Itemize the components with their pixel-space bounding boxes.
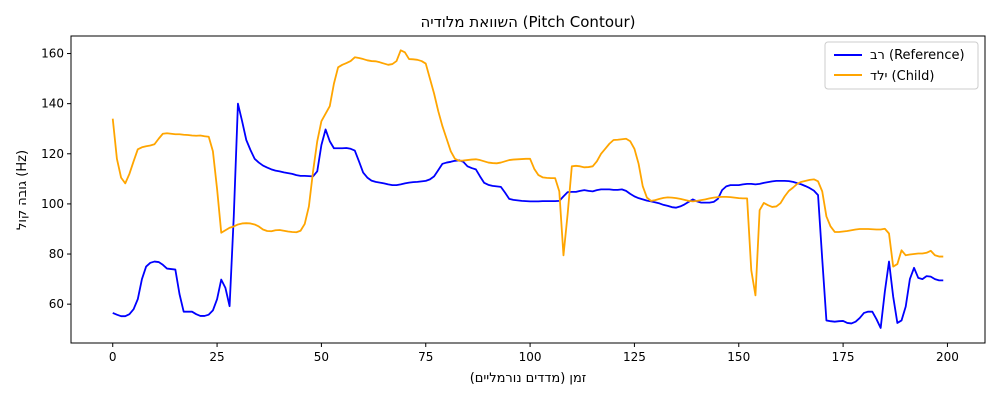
legend-label-child: ילד (Child): [870, 69, 934, 84]
legend: רב (Reference) ילד (Child): [824, 41, 979, 90]
x-tick-label: 25: [209, 350, 224, 364]
y-tick-label: 120: [41, 147, 64, 161]
x-tick-label: 50: [314, 350, 329, 364]
plot-lines: [111, 49, 944, 329]
y-axis-ticks: 60 80 100 120 140 160: [41, 47, 71, 311]
series-line-reference: [112, 102, 944, 329]
series-line-child: [111, 49, 944, 297]
x-tick-label: 125: [623, 350, 646, 364]
x-tick-label: 100: [519, 350, 542, 364]
x-tick-label: 175: [832, 350, 855, 364]
legend-box: [824, 41, 979, 90]
y-tick-label: 160: [41, 47, 64, 61]
y-tick-label: 60: [49, 297, 64, 311]
x-axis-label: זמן (מדדים נורמליים): [470, 371, 587, 386]
y-tick-label: 80: [49, 247, 64, 261]
y-axis-label: גובה קול (Hz): [15, 150, 30, 230]
x-tick-label: 150: [727, 350, 750, 364]
y-tick-label: 140: [41, 97, 64, 111]
x-tick-label: 0: [109, 350, 117, 364]
x-axis-ticks: 0 25 50 75 100 125 150 175 200: [109, 343, 959, 364]
x-tick-label: 75: [418, 350, 433, 364]
legend-label-reference: רב (Reference): [870, 48, 965, 63]
x-tick-label: 200: [936, 350, 959, 364]
plot-frame: [70, 35, 986, 344]
chart-title: השוואת מלודיה (Pitch Contour): [420, 13, 635, 31]
y-tick-label: 100: [41, 197, 64, 211]
